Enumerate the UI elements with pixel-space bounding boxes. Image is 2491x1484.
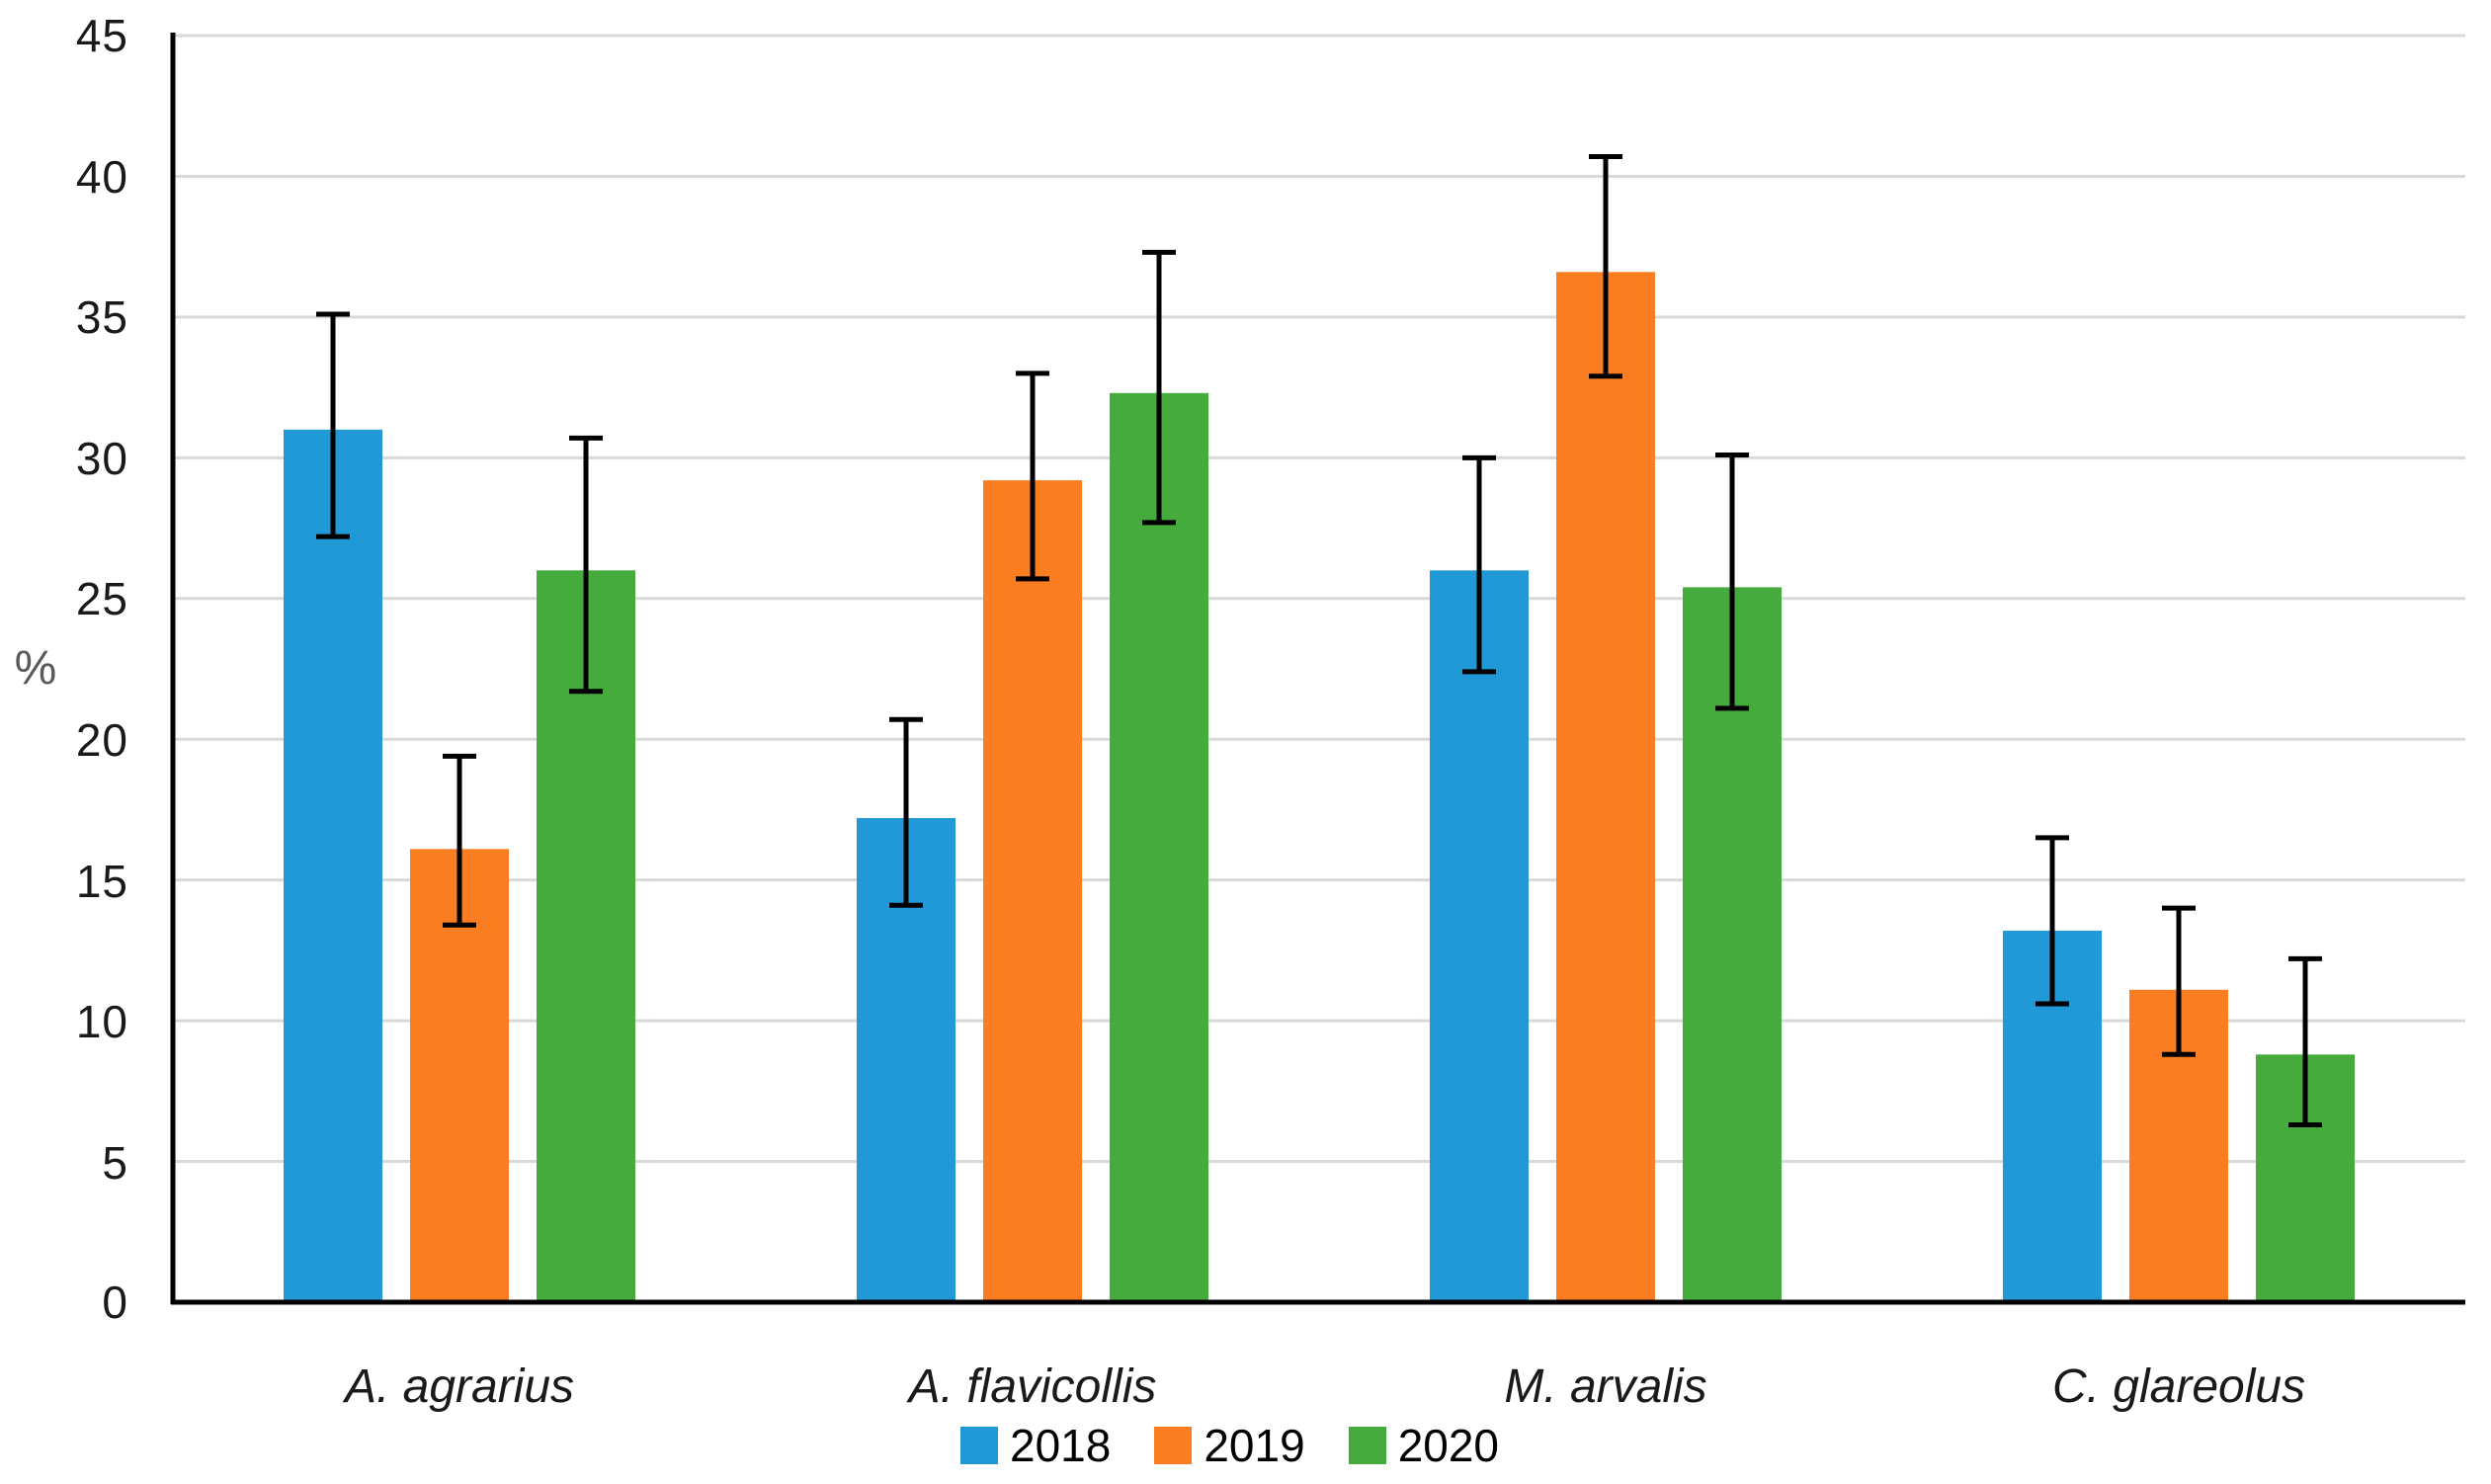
bar-2018-M-arvalis xyxy=(1430,570,1529,1302)
legend-swatch-2018 xyxy=(960,1427,998,1464)
y-axis-tick-label: 40 xyxy=(75,151,128,203)
y-axis-tick-label: 20 xyxy=(75,714,128,766)
x-axis-category-label: A. agrarius xyxy=(344,1360,575,1413)
y-axis-tick-label: 45 xyxy=(75,10,128,61)
bar-2019-A-flavicollis xyxy=(983,480,1082,1302)
legend-item-2019: 2019 xyxy=(1154,1420,1305,1471)
legend-label: 2019 xyxy=(1204,1420,1305,1471)
legend-swatch-2020 xyxy=(1348,1427,1386,1464)
legend-label: 2018 xyxy=(1010,1420,1112,1471)
y-axis-tick-label: 35 xyxy=(75,291,128,343)
y-axis-title: % xyxy=(14,642,57,695)
legend-item-2018: 2018 xyxy=(960,1423,1111,1468)
bar-2018-A-agrarius xyxy=(284,429,382,1302)
chart-legend: 2018 2019 2020 xyxy=(960,1423,1499,1468)
y-axis-tick-label: 10 xyxy=(75,996,128,1047)
legend-swatch-2019 xyxy=(1154,1427,1193,1464)
y-axis-tick-label: 5 xyxy=(102,1137,128,1189)
y-axis-tick-label: 25 xyxy=(75,573,128,624)
bar-2020-A-flavicollis xyxy=(1110,392,1208,1302)
y-axis-tick-label: 30 xyxy=(75,433,128,484)
y-axis-tick-label: 0 xyxy=(102,1277,128,1328)
y-axis-tick-label: 15 xyxy=(75,856,128,907)
bar-2019-M-arvalis xyxy=(1556,272,1655,1303)
x-axis-category-label: M. arvalis xyxy=(1504,1360,1707,1413)
x-axis-category-label: A. flavicollis xyxy=(908,1360,1157,1413)
x-axis-category-label: C. glareolus xyxy=(2051,1360,2306,1413)
legend-label: 2020 xyxy=(1397,1420,1500,1471)
legend-item-2020: 2020 xyxy=(1348,1420,1500,1471)
